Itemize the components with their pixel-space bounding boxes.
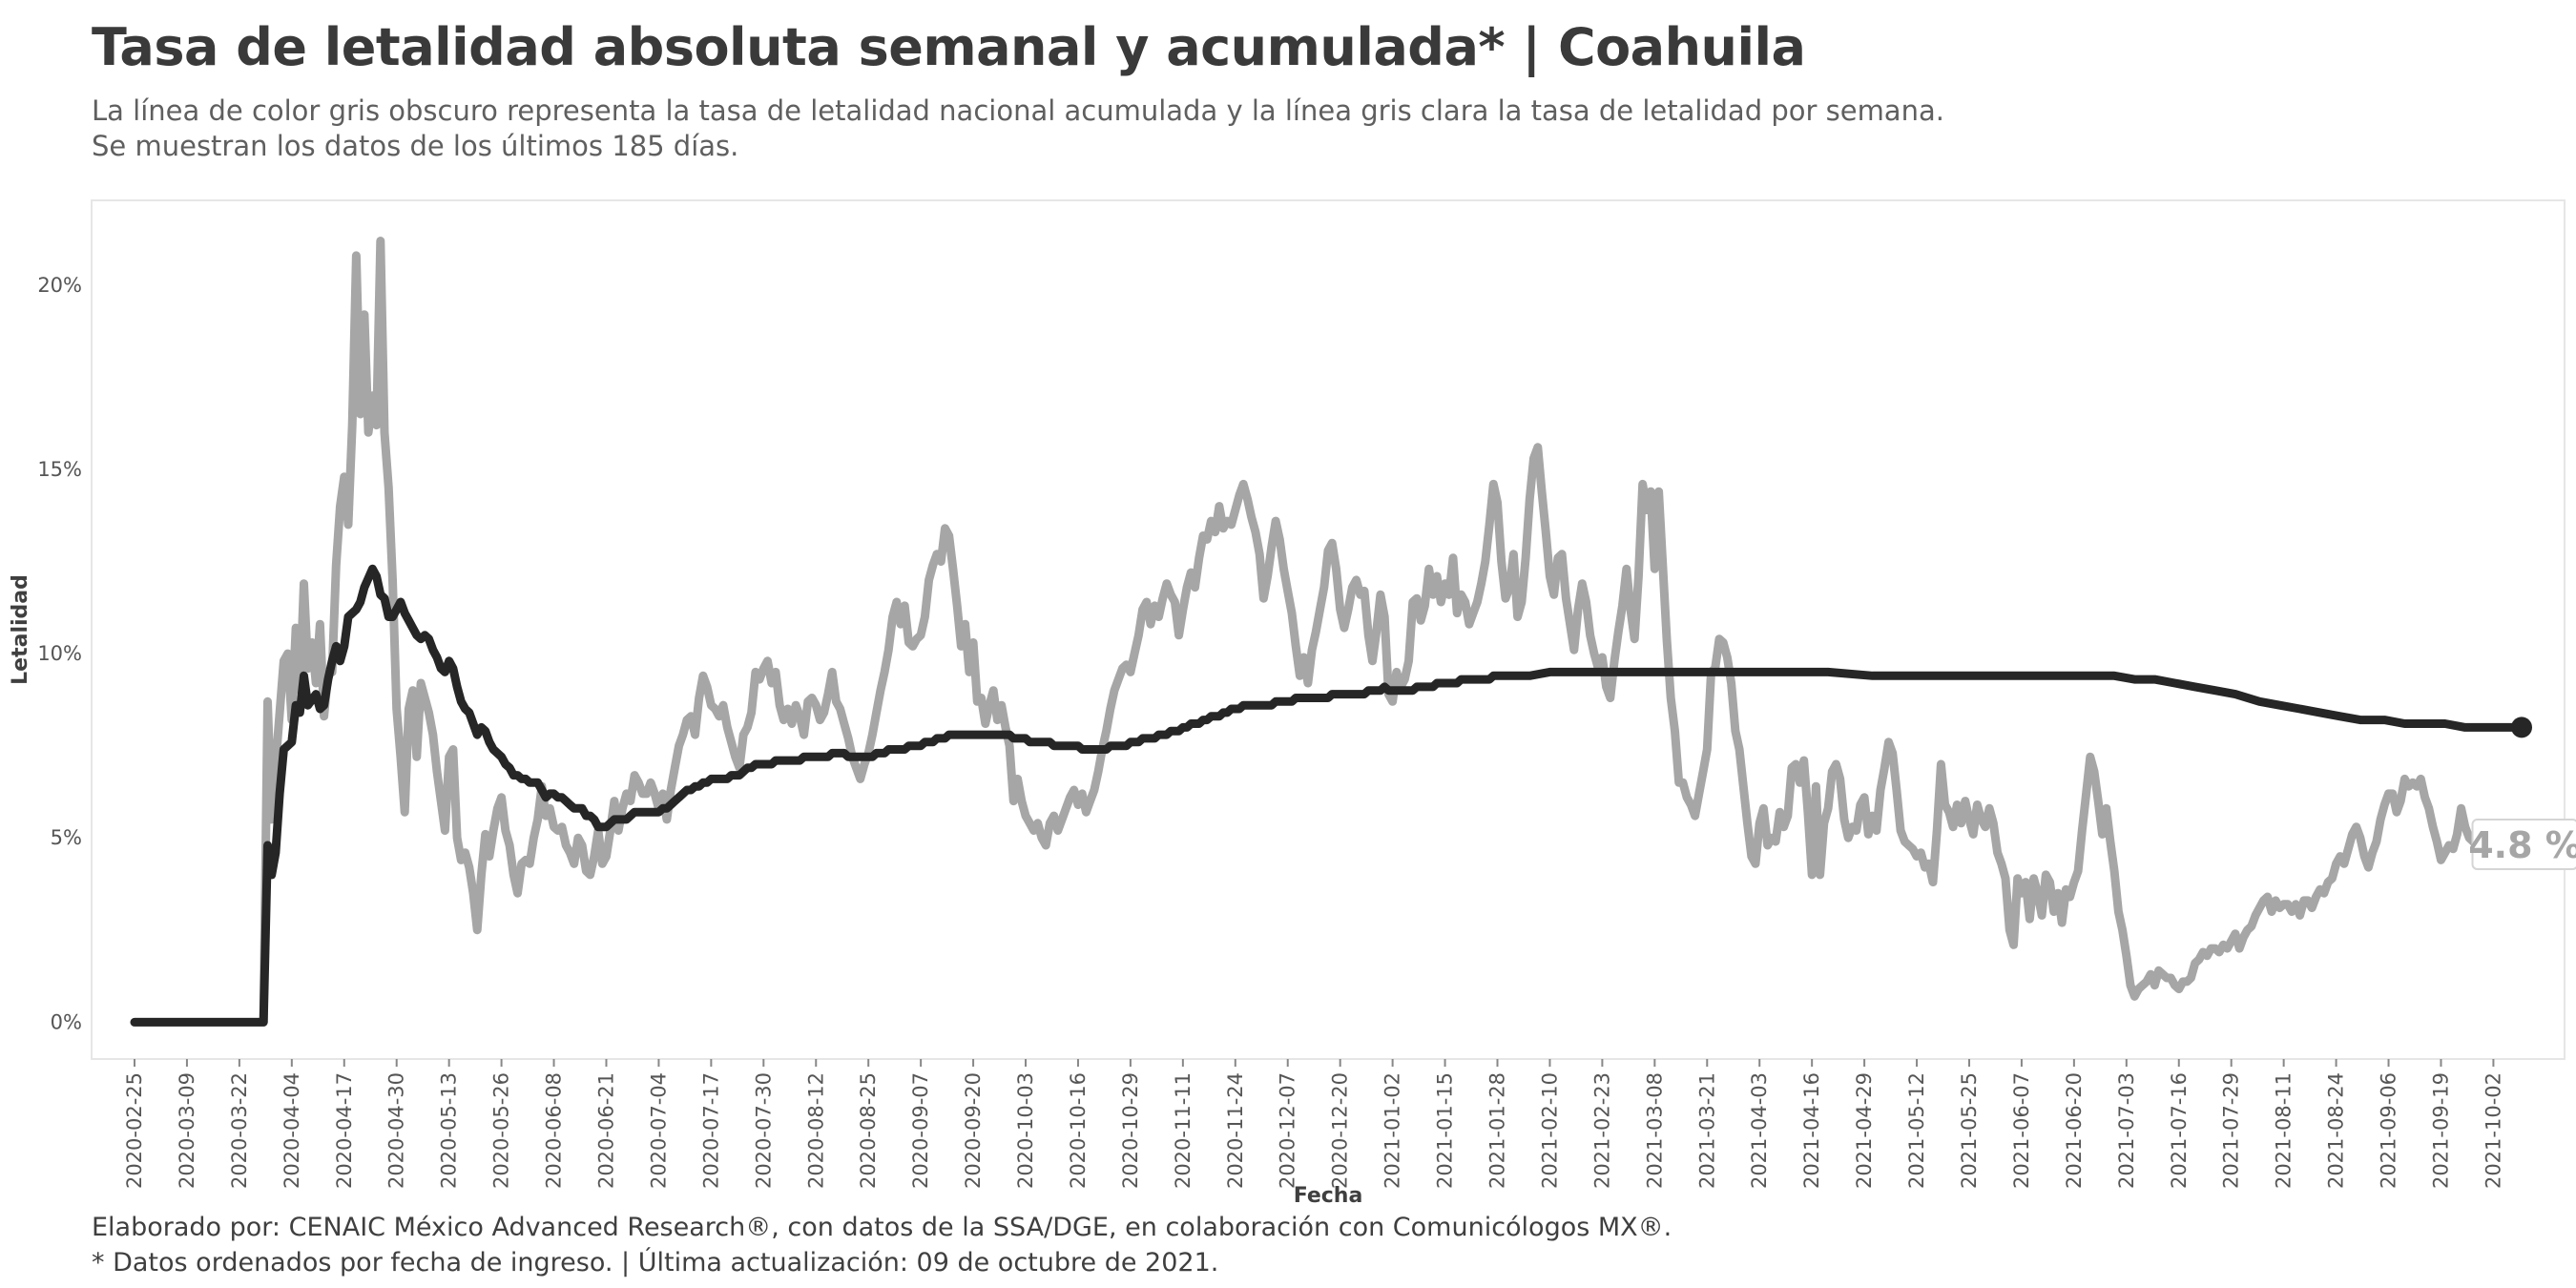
subtitle-line-2: Se muestran los datos de los últimos 185… xyxy=(92,130,739,162)
y-axis-title: Letalidad xyxy=(9,574,32,685)
x-tick-label: 2020-07-30 xyxy=(752,1072,775,1189)
x-tick-label: 2021-05-25 xyxy=(1958,1072,1981,1189)
x-tick-label: 2020-05-26 xyxy=(490,1072,513,1189)
x-tick-label: 2021-07-29 xyxy=(2220,1072,2243,1189)
caption-credit: Elaborado por: CENAIC México Advanced Re… xyxy=(92,1213,1672,1242)
x-tick-label: 2021-01-15 xyxy=(1434,1072,1457,1189)
x-tick-label: 2020-11-11 xyxy=(1172,1072,1195,1189)
caption: Elaborado por: CENAIC México Advanced Re… xyxy=(92,1210,1672,1280)
x-tick-label: 2020-09-07 xyxy=(909,1072,932,1189)
x-tick-label: 2020-08-25 xyxy=(857,1072,880,1189)
cumulative-series-line xyxy=(130,564,2526,1027)
plot-panel xyxy=(91,199,2566,1060)
chart-subtitle: La línea de color gris obscuro represent… xyxy=(92,93,1944,164)
x-tick-label: 2021-06-20 xyxy=(2063,1072,2086,1189)
x-tick-label: 2021-03-21 xyxy=(1695,1072,1718,1189)
x-tick-label: 2020-11-24 xyxy=(1224,1072,1247,1189)
x-tick-label: 2020-03-09 xyxy=(176,1072,198,1189)
x-tick-label: 2020-10-03 xyxy=(1014,1072,1037,1189)
x-tick-label: 2021-08-11 xyxy=(2273,1072,2296,1189)
subtitle-line-1: La línea de color gris obscuro represent… xyxy=(92,94,1944,127)
x-tick-label: 2020-09-20 xyxy=(962,1072,985,1189)
y-tick-label: 20% xyxy=(37,274,82,297)
x-tick-label: 2021-07-03 xyxy=(2115,1072,2138,1189)
x-tick-label: 2021-02-10 xyxy=(1538,1072,1561,1189)
x-tick-label: 2021-04-16 xyxy=(1800,1072,1823,1189)
x-tick-label: 2020-04-30 xyxy=(385,1072,408,1189)
caption-note: * Datos ordenados por fecha de ingreso. … xyxy=(92,1248,1219,1278)
x-tick-label: 2020-12-07 xyxy=(1277,1072,1299,1189)
x-tick-label: 2020-05-13 xyxy=(438,1072,461,1189)
end-value-label: 4.8 % xyxy=(2468,824,2576,866)
cumulative-end-point xyxy=(2511,717,2532,738)
x-tick-label: 2021-10-02 xyxy=(2482,1072,2504,1189)
x-tick-label: 2020-12-20 xyxy=(1329,1072,1352,1189)
x-tick-label: 2021-02-23 xyxy=(1590,1072,1613,1189)
x-tick-label: 2020-06-21 xyxy=(594,1072,617,1189)
x-tick-label: 2021-01-28 xyxy=(1486,1072,1509,1189)
weekly-series-line xyxy=(130,237,2482,1027)
x-tick-label: 2020-04-04 xyxy=(280,1072,303,1189)
y-tick-label: 15% xyxy=(37,458,82,481)
x-tick-label: 2021-03-08 xyxy=(1643,1072,1666,1189)
x-tick-label: 2020-10-16 xyxy=(1067,1072,1090,1189)
x-tick-label: 2020-07-04 xyxy=(647,1072,670,1189)
x-tick-label: 2020-04-17 xyxy=(333,1072,356,1189)
x-tick-label: 2021-09-06 xyxy=(2378,1072,2400,1189)
x-tick-label: 2021-05-12 xyxy=(1905,1072,1928,1189)
x-tick-label: 2021-07-16 xyxy=(2168,1072,2191,1189)
x-tick-label: 2021-04-29 xyxy=(1853,1072,1876,1189)
x-tick-label: 2021-09-19 xyxy=(2429,1072,2452,1189)
y-tick-label: 0% xyxy=(51,1010,82,1033)
x-tick-label: 2021-06-07 xyxy=(2010,1072,2033,1189)
y-axis-ticks: 0% 5% 10% 15% 20% xyxy=(37,274,82,1034)
x-axis-ticks: 2020-02-25 2020-03-09 2020-03-22 2020-04-04… xyxy=(123,1059,2504,1189)
chart-title: Tasa de letalidad absoluta semanal y acu… xyxy=(92,17,1806,77)
y-tick-label: 5% xyxy=(51,826,82,849)
x-tick-label: 2020-06-08 xyxy=(543,1072,566,1189)
x-axis-title: Fecha xyxy=(1294,1184,1363,1208)
x-tick-label: 2021-04-03 xyxy=(1748,1072,1771,1189)
x-tick-label: 2020-02-25 xyxy=(123,1072,146,1189)
x-tick-label: 2021-08-24 xyxy=(2325,1072,2348,1189)
x-tick-label: 2020-10-29 xyxy=(1119,1072,1142,1189)
x-tick-label: 2020-03-22 xyxy=(228,1072,251,1189)
end-label-box xyxy=(2471,818,2576,870)
series-layer: 4.8 % xyxy=(130,237,2576,1027)
x-tick-label: 2021-01-02 xyxy=(1381,1072,1404,1189)
x-tick-label: 2020-08-12 xyxy=(804,1072,827,1189)
x-tick-label: 2020-07-17 xyxy=(699,1072,722,1189)
y-tick-label: 10% xyxy=(37,642,82,665)
